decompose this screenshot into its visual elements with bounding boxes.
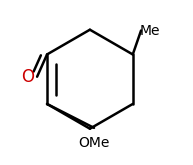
Text: OMe: OMe (78, 136, 110, 150)
Text: O: O (22, 68, 35, 86)
Text: Me: Me (140, 24, 160, 37)
